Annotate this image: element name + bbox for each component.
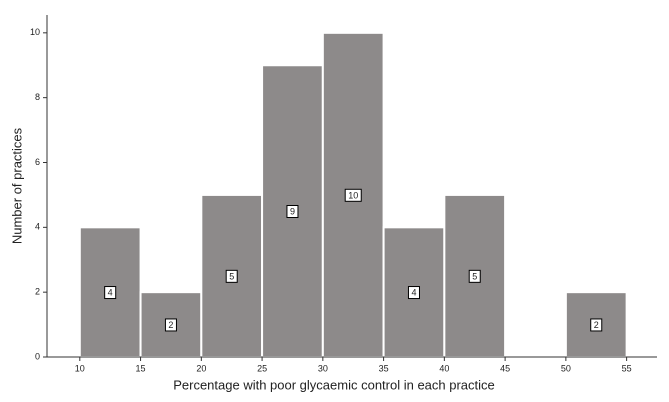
x-tick-label: 35 bbox=[379, 363, 389, 373]
value-label: 10 bbox=[348, 190, 358, 200]
x-tick-label: 15 bbox=[136, 363, 146, 373]
x-tick-label: 20 bbox=[196, 363, 206, 373]
value-label: 9 bbox=[290, 206, 295, 216]
value-label-box bbox=[104, 286, 117, 300]
y-axis-title: Number of practices bbox=[9, 127, 24, 244]
x-tick-label: 45 bbox=[500, 363, 510, 373]
y-tick-label: 8 bbox=[35, 92, 40, 102]
x-tick-label: 30 bbox=[318, 363, 328, 373]
value-label-box bbox=[225, 269, 238, 283]
value-label: 5 bbox=[229, 271, 234, 281]
x-tick-label: 50 bbox=[561, 363, 571, 373]
y-tick-label: 0 bbox=[35, 351, 40, 361]
value-label-box bbox=[407, 286, 420, 300]
y-tick-label: 10 bbox=[30, 27, 40, 37]
value-label: 4 bbox=[411, 288, 416, 298]
x-tick-label: 10 bbox=[75, 363, 85, 373]
x-tick-label: 55 bbox=[622, 363, 632, 373]
bar bbox=[564, 291, 628, 358]
y-tick-label: 4 bbox=[35, 222, 40, 232]
value-label: 2 bbox=[168, 320, 173, 330]
x-axis-title: Percentage with poor glycaemic control i… bbox=[173, 377, 495, 392]
value-label: 5 bbox=[472, 271, 477, 281]
value-label-box bbox=[468, 269, 481, 283]
x-tick-label: 25 bbox=[257, 363, 267, 373]
x-tick-label: 40 bbox=[439, 363, 449, 373]
value-label-box bbox=[164, 318, 177, 332]
y-tick-label: 2 bbox=[35, 287, 40, 297]
y-tick-label: 6 bbox=[35, 157, 40, 167]
value-label: 4 bbox=[108, 288, 113, 298]
value-label: 2 bbox=[594, 320, 599, 330]
value-label-box bbox=[286, 204, 299, 218]
value-label-box bbox=[590, 318, 603, 332]
value-label-box bbox=[344, 188, 362, 202]
